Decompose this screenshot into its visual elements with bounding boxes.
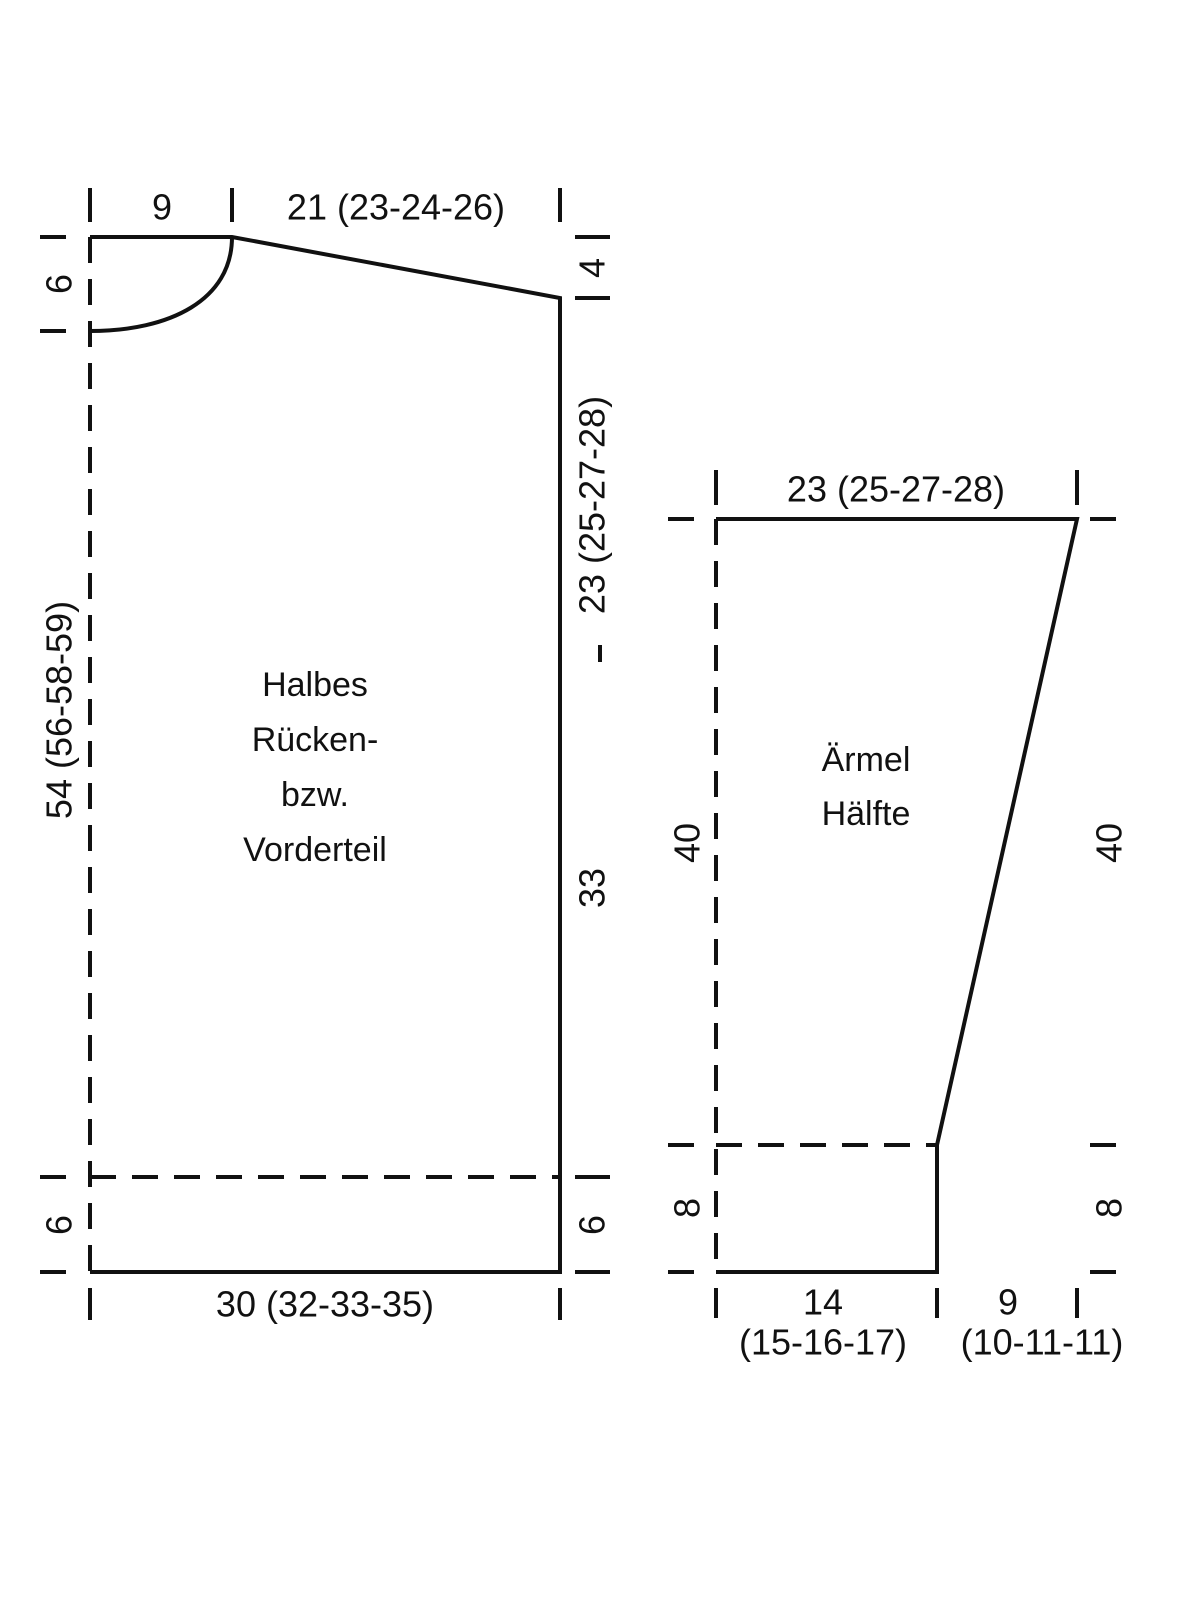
dimension: 23 (25-27-28) — [572, 396, 613, 614]
dimension: 40 — [1089, 823, 1130, 863]
dimension: 6 — [572, 1215, 613, 1235]
body-piece: 9 21 (23-24-26) 6 54 (56-58-59) 6 4 23 (… — [39, 187, 613, 1325]
dimension: 6 — [39, 274, 80, 294]
dimension: 4 — [572, 258, 613, 278]
piece-label: bzw. — [281, 776, 349, 814]
dimension: 8 — [1089, 1198, 1130, 1218]
dimension: 40 — [667, 823, 708, 863]
sleeve-piece: 23 (25-27-28) 40 8 40 8 14 (15-16-17) 9 … — [667, 469, 1130, 1363]
piece-label: Hälfte — [822, 795, 911, 833]
piece-label: Halbes — [262, 666, 368, 704]
sleeve-outline — [716, 517, 1080, 1274]
dimension: 9 — [998, 1282, 1018, 1323]
dimension: 30 (32-33-35) — [216, 1284, 434, 1325]
dimension: 8 — [667, 1198, 708, 1218]
dimension: 23 (25-27-28) — [787, 469, 1005, 510]
dimension: 21 (23-24-26) — [287, 187, 505, 228]
dimension: 6 — [39, 1215, 80, 1235]
ticks — [40, 188, 610, 1320]
body-outline — [90, 235, 562, 1274]
neckline — [89, 236, 234, 333]
dimension: 14 — [803, 1282, 843, 1323]
dimension: 9 — [152, 187, 172, 228]
piece-label: Vorderteil — [243, 831, 387, 869]
dimension: (15-16-17) — [739, 1322, 907, 1363]
piece-label: Rücken- — [252, 721, 379, 759]
dimension: 33 — [572, 868, 613, 908]
ticks — [668, 470, 1128, 1318]
piece-label: Ärmel — [822, 741, 911, 779]
dimension: (10-11-11) — [961, 1322, 1124, 1363]
dimension: 54 (56-58-59) — [39, 601, 80, 819]
